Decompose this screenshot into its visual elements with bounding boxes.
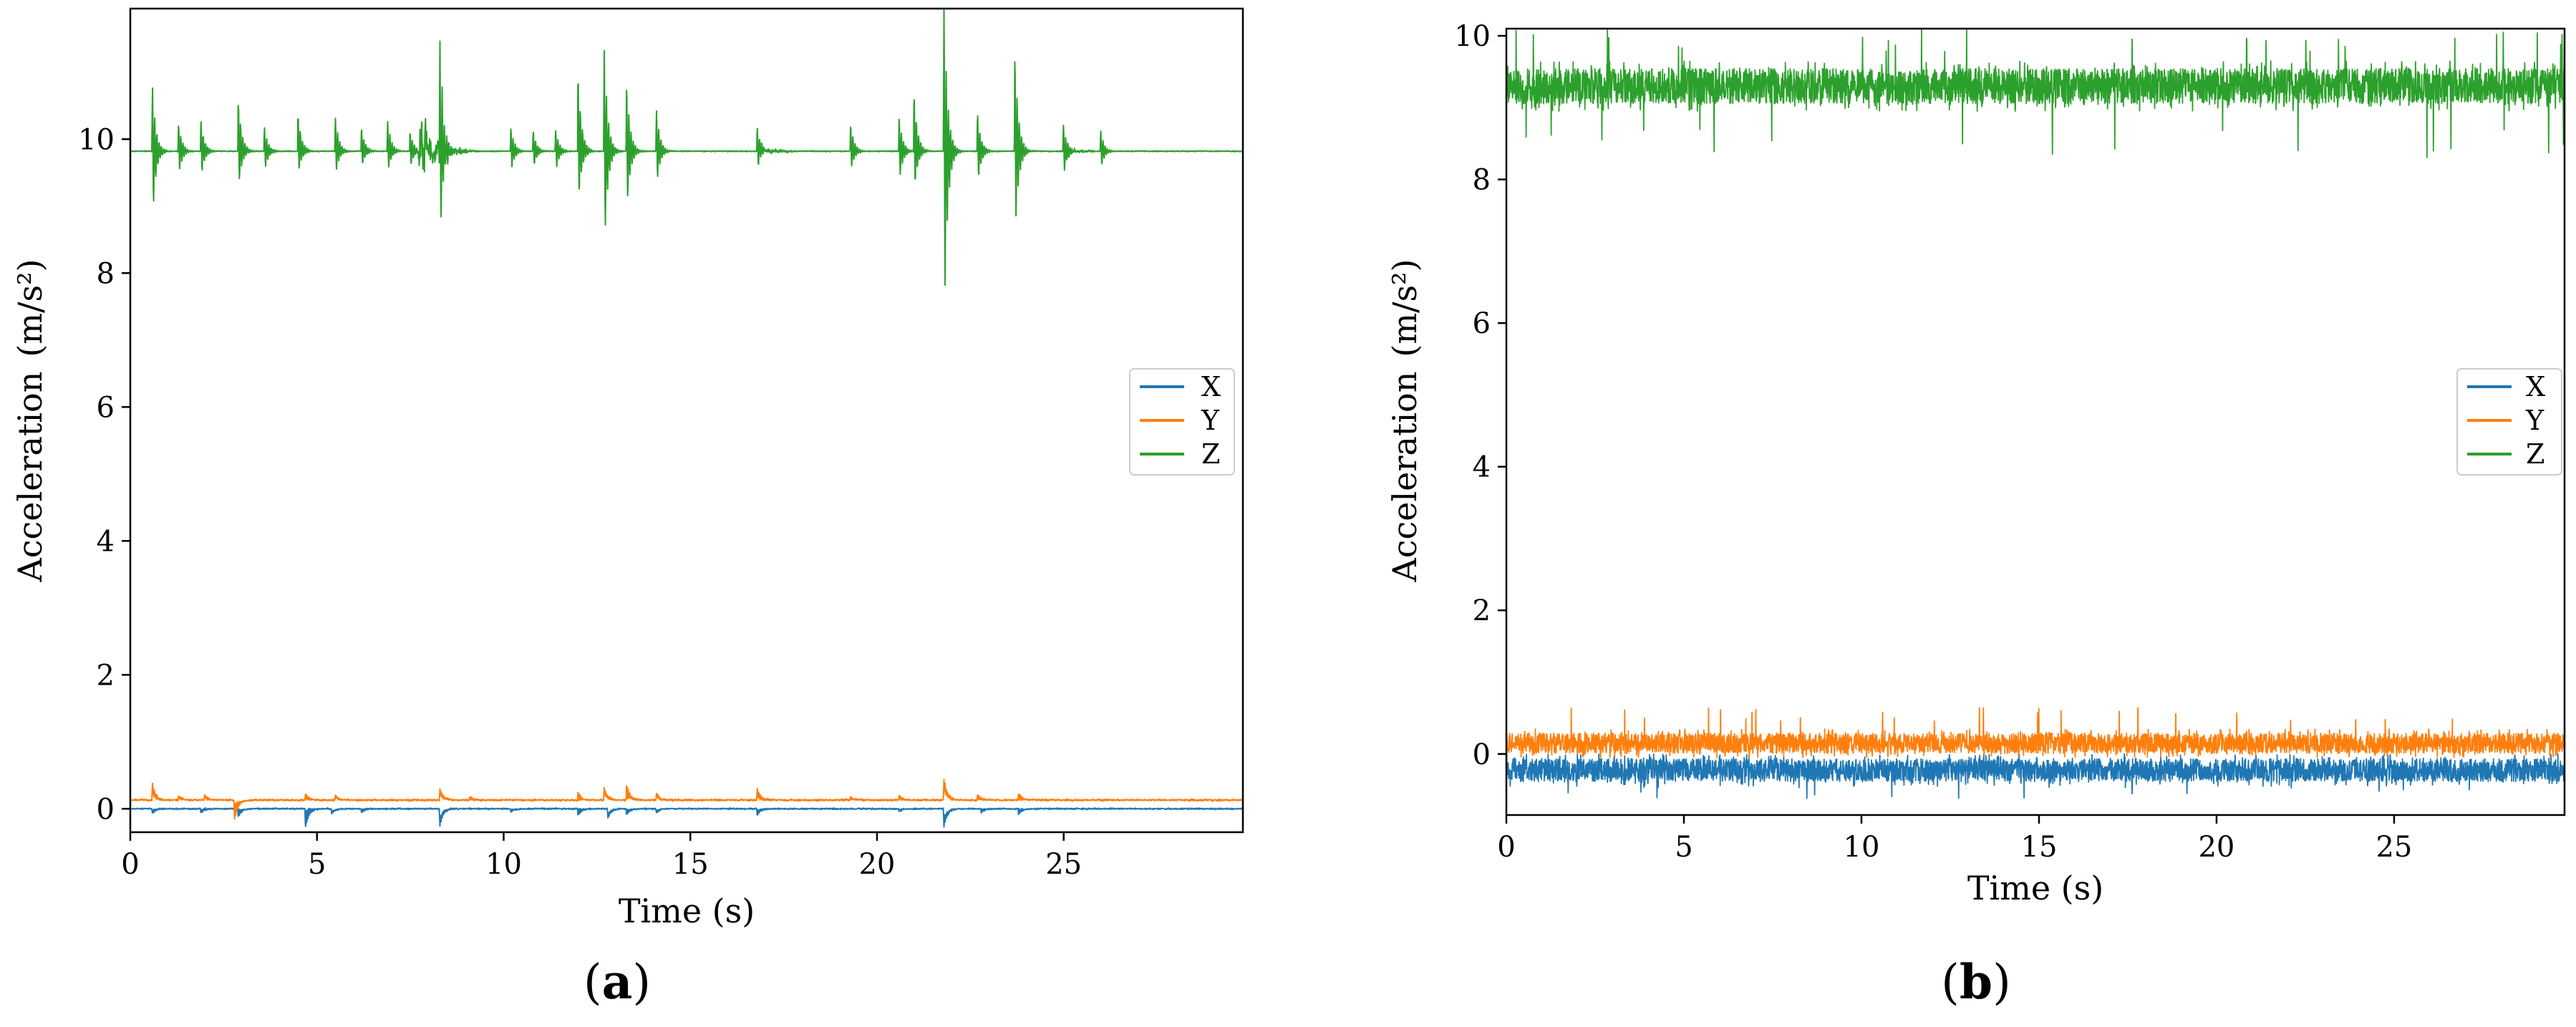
panel-a-series-y: [130, 778, 1244, 820]
panel-a-legend-label-y: Y: [1201, 405, 1220, 436]
panel-b-legend-label-z: Z: [2526, 438, 2544, 470]
panel-b-y-tick-label: 6: [1473, 307, 1491, 340]
panel-b-y-tick-label: 4: [1473, 451, 1491, 484]
panel-b: 0 5 10 15 20 25 0 2 4 6 8 10 Time (s) Acceleration…: [1385, 20, 2566, 1010]
panel-b-series-x: [1506, 753, 2565, 799]
panel-a-x-tick-label: 20: [858, 848, 895, 881]
panel-b-series-z: [1506, 29, 2565, 158]
panel-a-legend: X Y Z: [1129, 368, 1235, 476]
panel-b-x-axis-label: Time (s): [1967, 869, 2103, 907]
panel-b-x-ticks: 0 5 10 15 20 25: [1497, 815, 2412, 864]
panel-a-x-tick-label: 15: [672, 848, 709, 881]
panel-a-y-axis-label: Acceleration (m/s²): [11, 259, 49, 583]
panel-a-y-tick-label: 10: [78, 123, 115, 156]
panel-a-caption: (a): [584, 954, 651, 1010]
panel-a-x-tick-label: 10: [485, 848, 522, 881]
panel-a-y-tick-label: 4: [97, 525, 115, 558]
panel-a-y-tick-label: 2: [97, 659, 115, 692]
panel-a-legend-label-x: X: [1201, 371, 1221, 402]
panel-b-legend-label-x: X: [2526, 371, 2545, 402]
panel-b-y-axis-label: Acceleration (m/s²): [1385, 259, 1424, 583]
panel-b-series: [1506, 29, 2565, 799]
panel-a-y-label-unit: (m/s²): [11, 259, 49, 357]
panel-a-series: [130, 7, 1244, 828]
panel-b-x-tick-label: 10: [1844, 831, 1880, 864]
panel-b-x-tick-label: 5: [1675, 831, 1693, 864]
panel-a-x-ticks: 0 5 10 15 20 25: [121, 832, 1082, 881]
panel-b-y-tick-label: 0: [1473, 738, 1491, 771]
panel-a: 0 5 10 15 20 25 0 2 4 6 8 10 Time (s) Acceleration…: [11, 7, 1244, 1010]
panel-b-plot-frame: [1505, 27, 2566, 816]
panel-a-series-z: [130, 7, 1244, 286]
panel-a-y-ticks: 0 2 4 6 8 10: [78, 123, 130, 826]
panel-a-y-tick-label: 6: [97, 391, 115, 424]
panel-b-y-tick-label: 2: [1473, 594, 1491, 627]
panel-a-y-label-main: Acceleration: [11, 372, 49, 583]
panel-b-y-tick-label: 8: [1473, 164, 1491, 197]
panel-b-series-y: [1506, 707, 2565, 758]
panel-b-caption: (b): [1941, 954, 2011, 1010]
panel-b-x-tick-label: 0: [1497, 831, 1515, 864]
panel-a-x-tick-label: 0: [121, 848, 139, 881]
panel-b-y-label-main: Acceleration: [1385, 372, 1424, 583]
panel-a-y-tick-label: 8: [97, 257, 115, 290]
panel-b-y-label-unit: (m/s²): [1385, 259, 1424, 357]
panel-b-y-tick-label: 10: [1454, 20, 1491, 53]
panel-b-y-ticks: 0 2 4 6 8 10: [1454, 20, 1506, 771]
panel-b-legend-label-y: Y: [2525, 405, 2544, 436]
panel-a-x-tick-label: 5: [308, 848, 326, 881]
panel-a-series-x: [130, 807, 1244, 828]
panel-b-x-tick-label: 25: [2376, 831, 2412, 864]
panel-a-x-tick-label: 25: [1045, 848, 1082, 881]
panel-b-x-tick-label: 20: [2198, 831, 2234, 864]
panel-a-plot-frame: [129, 7, 1244, 834]
panel-a-x-axis-label: Time (s): [619, 892, 755, 930]
panel-a-legend-label-z: Z: [1201, 438, 1220, 470]
panel-a-y-tick-label: 0: [97, 793, 115, 826]
panel-b-legend: X Y Z: [2456, 368, 2562, 476]
panel-b-x-tick-label: 15: [2021, 831, 2058, 864]
